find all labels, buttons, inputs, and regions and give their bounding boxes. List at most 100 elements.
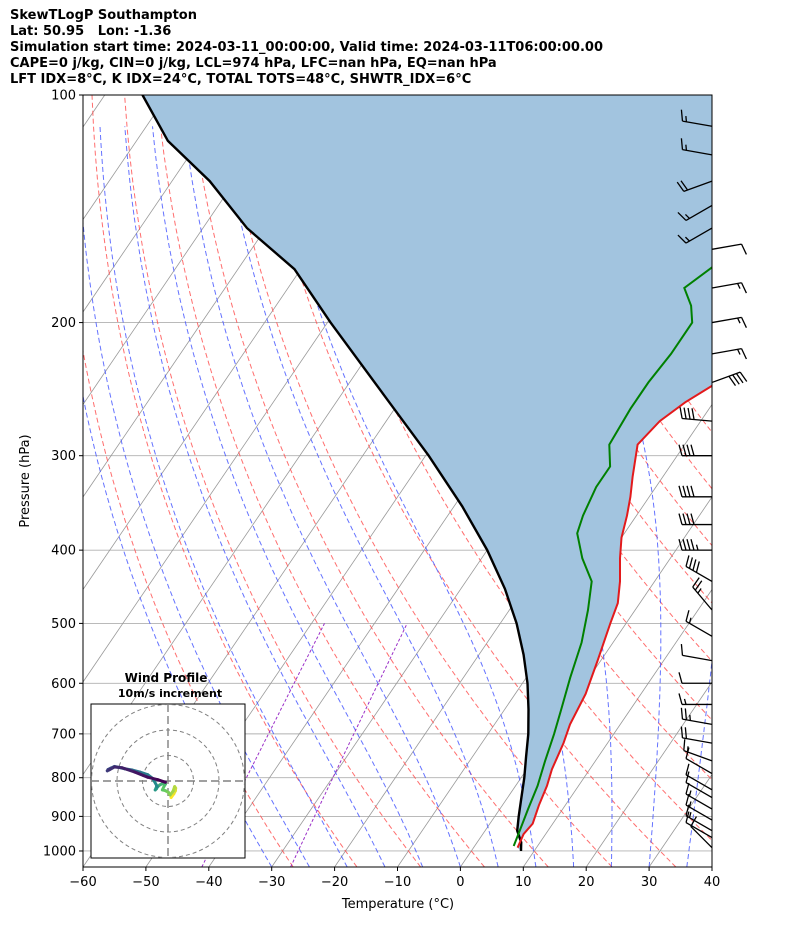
wind-barb [680, 109, 713, 127]
wind-barb [711, 348, 747, 360]
hodograph-subtitle: 10m/s increment [118, 687, 222, 700]
hodograph-segment [146, 775, 160, 782]
y-tick-label: 800 [51, 771, 76, 786]
x-tick-label: −60 [69, 875, 96, 890]
moist-adiabat [83, 217, 310, 867]
moist-adiabat [99, 126, 348, 867]
moist-adiabat [268, 126, 537, 867]
isotherm [83, 95, 231, 313]
dry-adiabat [189, 95, 549, 867]
wind-barb [711, 243, 747, 255]
wind-barb [678, 672, 712, 684]
dry-adiabat [91, 95, 358, 867]
wind-barb [677, 204, 713, 222]
isotherm [585, 681, 712, 867]
hodograph-segment [156, 778, 167, 784]
simulation-times: Simulation start time: 2024-03-11_00:00:… [10, 40, 603, 55]
wind-barb [685, 555, 713, 583]
axes: −60 −50 −40 −30 −20 −10 0 10 20 30 40 1000 900 800 700… [43, 89, 720, 891]
wind-barb [680, 707, 713, 726]
x-tick-label: −40 [195, 875, 222, 890]
dry-adiabat [352, 95, 712, 721]
wind-barb [685, 763, 713, 791]
dewpoint-line [512, 266, 712, 847]
moist-adiabat [124, 126, 386, 867]
mixing-ratio-line [290, 623, 408, 867]
wind-barb [685, 747, 713, 775]
y-tick-label: 200 [51, 316, 76, 331]
wind-barb [679, 407, 713, 422]
stability-indices-1: CAPE=0 j/kg, CIN=0 j/kg, LCL=974 hPa, LF… [10, 56, 497, 71]
wind-barb [711, 282, 747, 294]
isotherm [775, 95, 794, 867]
wind-barb [711, 371, 748, 386]
moist-adiabat [183, 126, 461, 867]
moist-adiabat [152, 126, 424, 867]
moist-adiabat [671, 126, 712, 867]
dry-adiabat [124, 95, 422, 867]
x-tick-label: 20 [578, 875, 595, 890]
x-tick-label: −50 [132, 875, 159, 890]
location-coordinates: Lat: 50.95 Lon: -1.36 [10, 24, 172, 39]
hodograph-title: Wind Profile [125, 671, 208, 685]
x-axis-label: Temperature (°C) [341, 897, 454, 912]
moist-adiabat [725, 126, 794, 867]
y-tick-label: 500 [51, 617, 76, 632]
moist-adiabat [221, 126, 499, 867]
stability-indices-2: LFT IDX=8°C, K IDX=24°C, TOTAL TOTS=48°C… [10, 72, 472, 87]
moist-adiabat [83, 393, 273, 867]
hodograph-inset: Wind Profile 10m/s increment [90, 671, 246, 859]
wind-barb [678, 538, 712, 551]
wind-barb [711, 316, 747, 328]
sounding-profiles [141, 95, 712, 852]
chart-title: SkewTLogP Southampton [10, 8, 197, 23]
y-tick-label: 300 [51, 449, 76, 464]
parcel-profile-line [141, 95, 530, 852]
wind-barb [690, 816, 713, 849]
hodograph-segment [133, 770, 150, 779]
x-tick-label: 0 [456, 875, 464, 890]
y-tick-label: 100 [51, 89, 76, 104]
x-tick-label: −30 [258, 875, 285, 890]
y-tick-label: 1000 [43, 844, 76, 859]
dry-adiabat [254, 95, 677, 867]
y-tick-label: 400 [51, 544, 76, 559]
wind-barb [680, 138, 713, 156]
x-tick-label: 10 [515, 875, 532, 890]
dry-adiabat [710, 95, 712, 98]
wind-barb [685, 771, 713, 799]
wind-barb [678, 693, 712, 706]
wind-barb [680, 643, 713, 662]
wind-barb [680, 726, 713, 744]
temperature-line [516, 384, 712, 849]
dry-adiabat [221, 95, 613, 867]
hodograph-segment [120, 766, 137, 774]
mixing-ratio-line [201, 623, 325, 867]
cin-shading [142, 95, 712, 851]
isotherm [83, 95, 294, 406]
y-axis-label: Pressure (hPa) [18, 434, 33, 527]
dry-adiabat [776, 95, 794, 867]
wind-barb [683, 739, 713, 762]
dry-adiabat [83, 348, 294, 867]
moist-adiabat [409, 126, 613, 867]
wind-barb [677, 227, 713, 244]
x-tick-label: −10 [384, 875, 411, 890]
x-tick-label: 40 [704, 875, 721, 890]
wind-barbs [676, 109, 748, 849]
wind-barb [676, 180, 713, 193]
wind-barb [685, 782, 713, 810]
wind-barb [678, 444, 712, 457]
x-tick-label: 30 [641, 875, 658, 890]
dry-adiabat [744, 95, 794, 867]
wind-barb [692, 577, 713, 611]
y-tick-label: 900 [51, 810, 76, 825]
moist-adiabat [762, 126, 794, 867]
wind-barb [685, 610, 713, 637]
wind-barb [678, 485, 712, 498]
x-tick-label: −20 [321, 875, 348, 890]
y-tick-label: 700 [51, 727, 76, 742]
dry-adiabat [156, 95, 485, 867]
chart-title-block: SkewTLogP Southampton Lat: 50.95 Lon: -1… [10, 8, 710, 88]
